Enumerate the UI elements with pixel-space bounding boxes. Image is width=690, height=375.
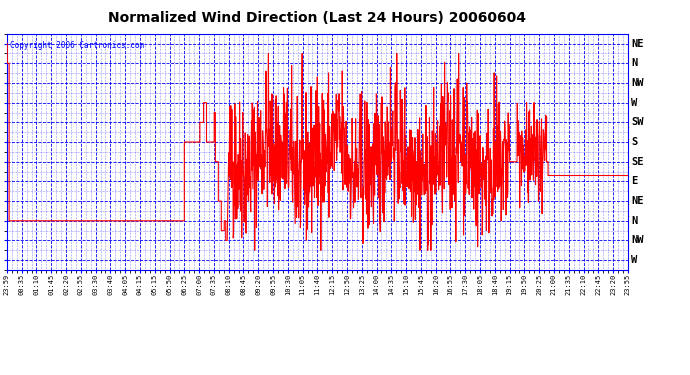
Text: E: E	[631, 176, 638, 186]
Text: 21:35: 21:35	[566, 274, 572, 295]
Text: 07:00: 07:00	[196, 274, 202, 295]
Text: 23:20: 23:20	[610, 274, 616, 295]
Text: NW: NW	[631, 236, 644, 246]
Text: 19:15: 19:15	[506, 274, 513, 295]
Text: 00:35: 00:35	[19, 274, 25, 295]
Text: NE: NE	[631, 39, 644, 49]
Text: W: W	[631, 255, 638, 265]
Text: 06:25: 06:25	[181, 274, 187, 295]
Text: 14:00: 14:00	[373, 274, 380, 295]
Text: 20:25: 20:25	[536, 274, 542, 295]
Text: 16:55: 16:55	[448, 274, 453, 295]
Text: 16:20: 16:20	[433, 274, 439, 295]
Text: 23:59: 23:59	[4, 274, 10, 295]
Text: SE: SE	[631, 157, 644, 167]
Text: 05:50: 05:50	[166, 274, 172, 295]
Text: NE: NE	[631, 196, 644, 206]
Text: 21:00: 21:00	[551, 274, 557, 295]
Text: 09:20: 09:20	[255, 274, 262, 295]
Text: 08:45: 08:45	[241, 274, 246, 295]
Text: 01:45: 01:45	[48, 274, 55, 295]
Text: 02:55: 02:55	[78, 274, 83, 295]
Text: 13:25: 13:25	[359, 274, 365, 295]
Text: 18:05: 18:05	[477, 274, 483, 295]
Text: 10:30: 10:30	[285, 274, 290, 295]
Text: 23:55: 23:55	[625, 274, 631, 295]
Text: S: S	[631, 137, 638, 147]
Text: 12:50: 12:50	[344, 274, 350, 295]
Text: 19:50: 19:50	[522, 274, 527, 295]
Text: 18:40: 18:40	[492, 274, 497, 295]
Text: 04:05: 04:05	[122, 274, 128, 295]
Text: 03:30: 03:30	[92, 274, 99, 295]
Text: 07:35: 07:35	[211, 274, 217, 295]
Text: 15:10: 15:10	[403, 274, 409, 295]
Text: 11:05: 11:05	[299, 274, 306, 295]
Text: 01:10: 01:10	[34, 274, 39, 295]
Text: N: N	[631, 216, 638, 226]
Text: 03:40: 03:40	[108, 274, 113, 295]
Text: 02:20: 02:20	[63, 274, 69, 295]
Text: W: W	[631, 98, 638, 108]
Text: 11:40: 11:40	[315, 274, 320, 295]
Text: 15:45: 15:45	[418, 274, 424, 295]
Text: 22:10: 22:10	[580, 274, 586, 295]
Text: 09:55: 09:55	[270, 274, 276, 295]
Text: NW: NW	[631, 78, 644, 88]
Text: 05:15: 05:15	[152, 274, 158, 295]
Text: SW: SW	[631, 117, 644, 128]
Text: Normalized Wind Direction (Last 24 Hours) 20060604: Normalized Wind Direction (Last 24 Hours…	[108, 11, 526, 25]
Text: N: N	[631, 58, 638, 68]
Text: 08:10: 08:10	[226, 274, 232, 295]
Text: 22:45: 22:45	[595, 274, 601, 295]
Text: 04:15: 04:15	[137, 274, 143, 295]
Text: 14:35: 14:35	[388, 274, 394, 295]
Text: 17:30: 17:30	[462, 274, 469, 295]
Text: 12:15: 12:15	[329, 274, 335, 295]
Text: Copyright 2006 Cartronics.com: Copyright 2006 Cartronics.com	[10, 41, 144, 50]
